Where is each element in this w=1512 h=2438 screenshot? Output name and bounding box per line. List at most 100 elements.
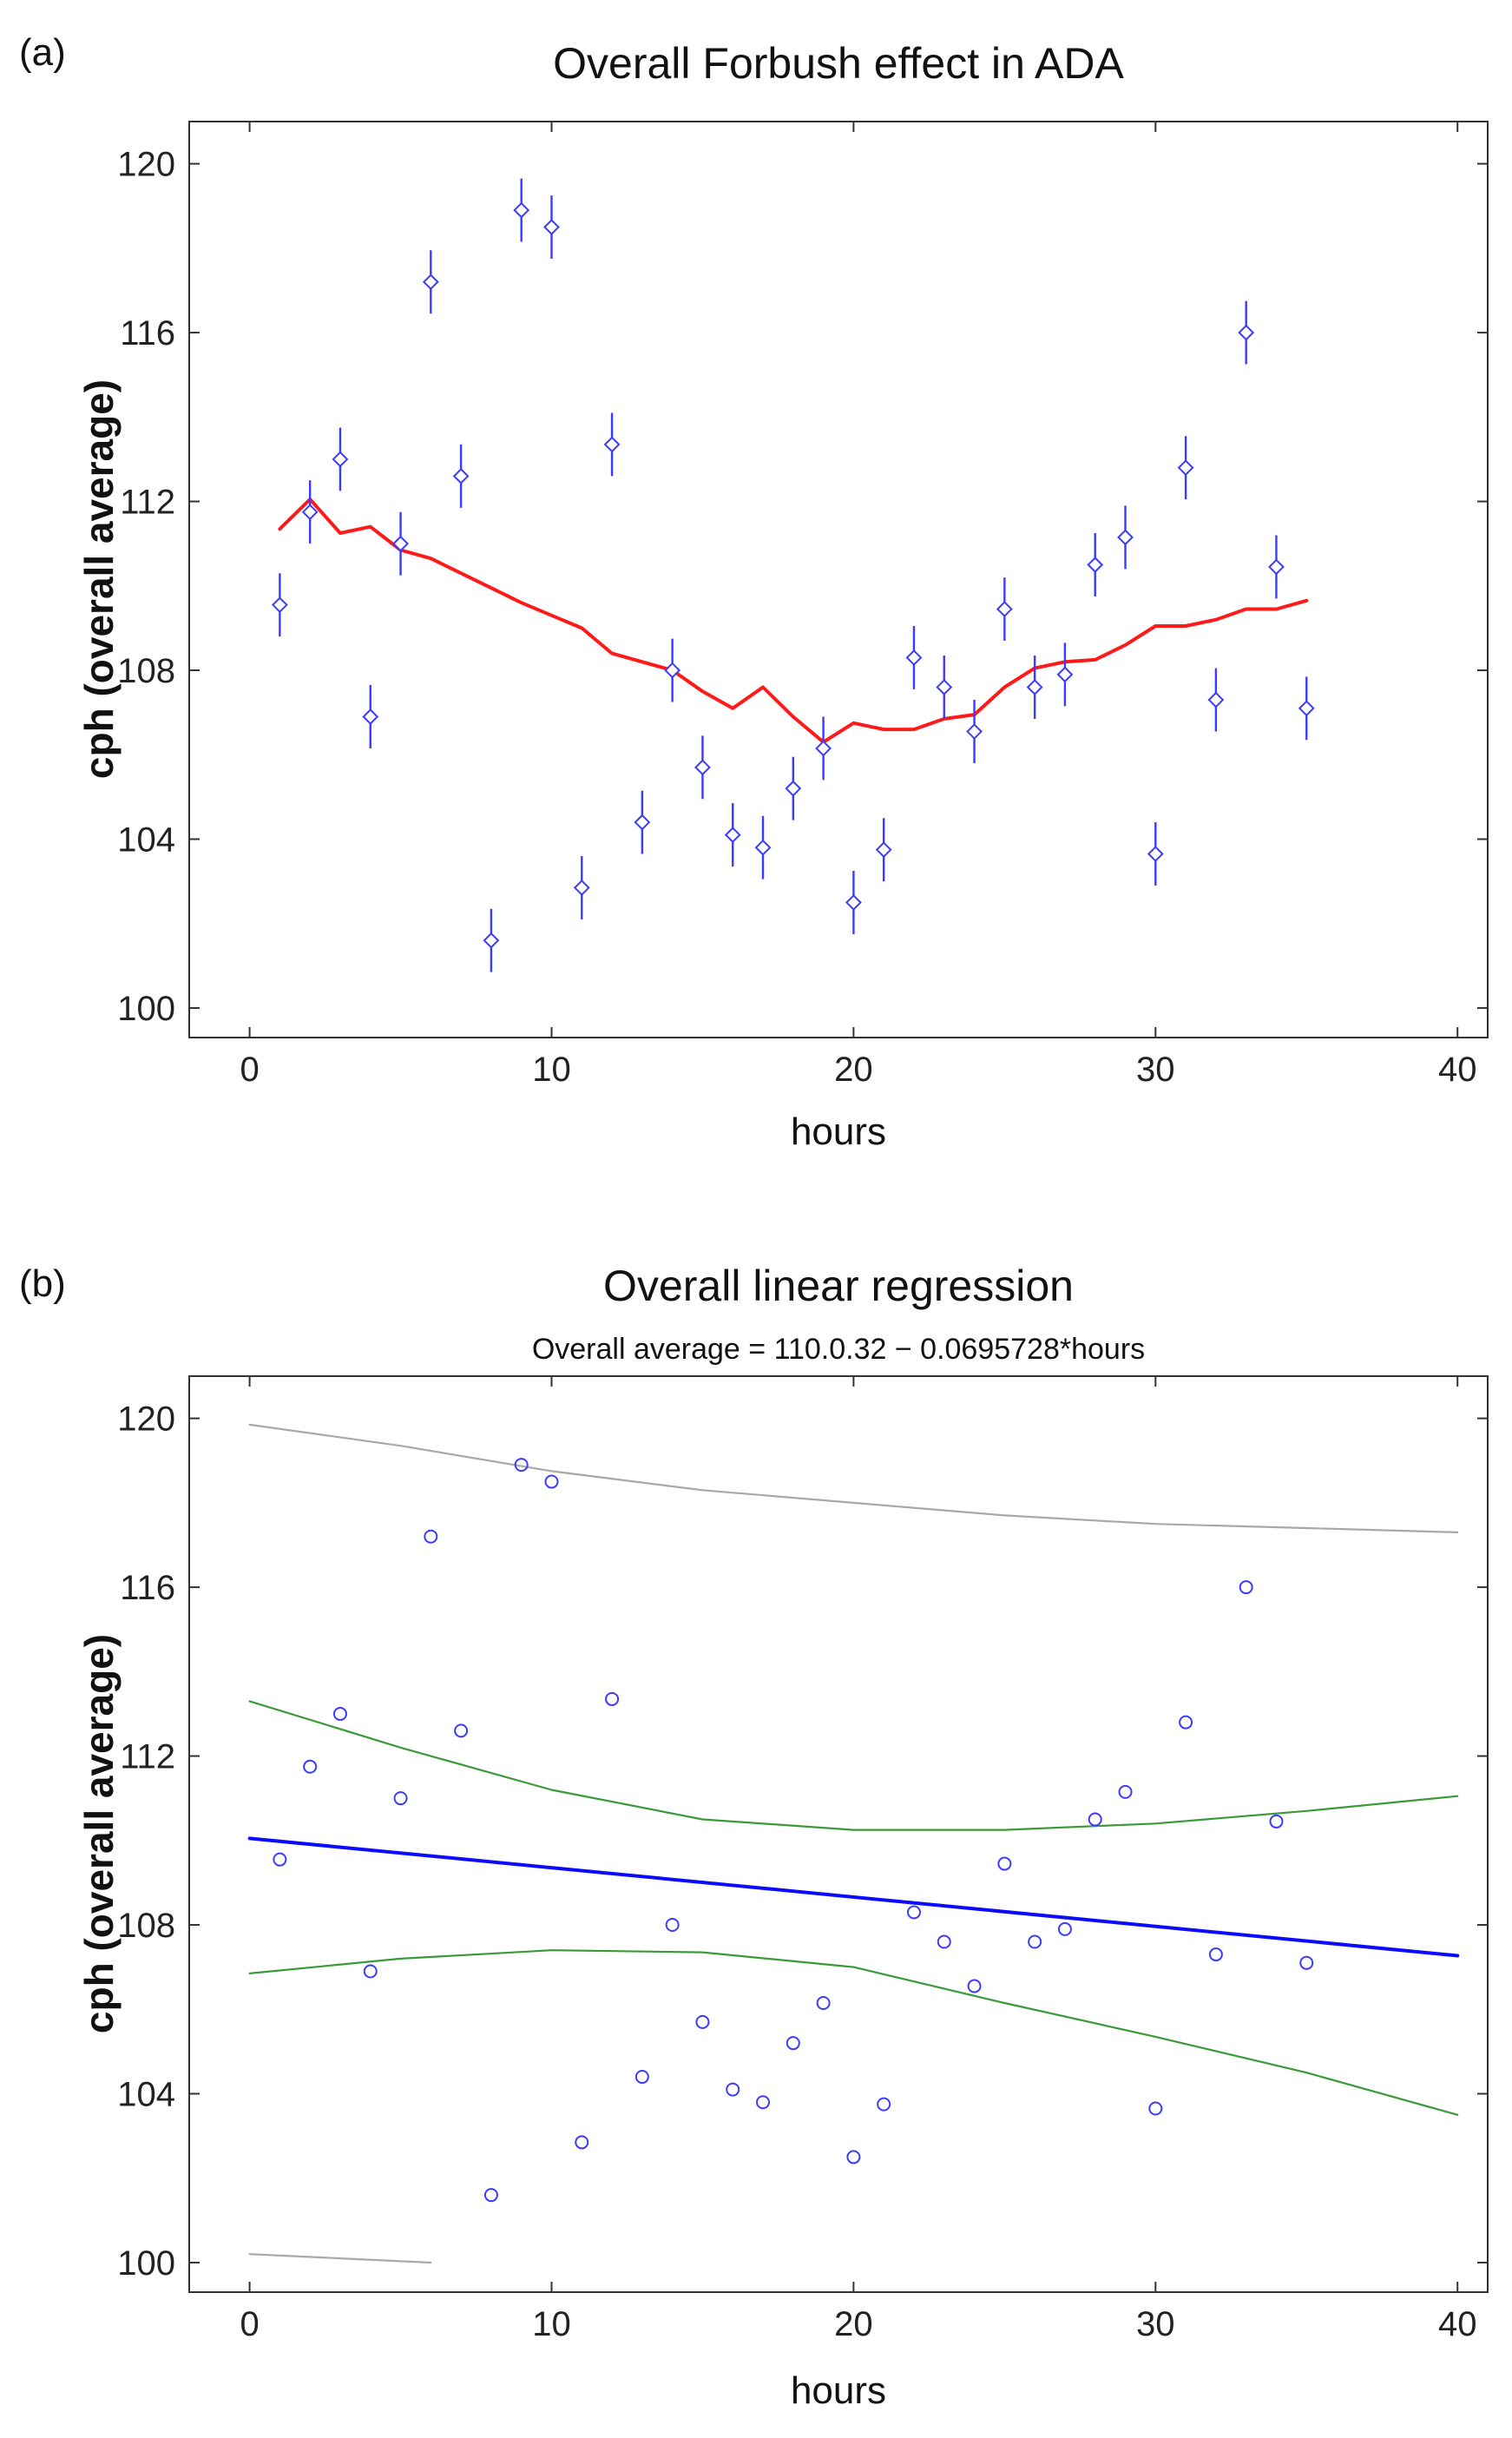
y-axis-label: cph (overall average) xyxy=(76,379,122,779)
data-point xyxy=(1088,1812,1102,1827)
data-point xyxy=(1028,1934,1042,1949)
panel-label: (a) xyxy=(19,31,66,74)
data-point xyxy=(875,841,892,859)
y-tick-label: 116 xyxy=(120,314,175,353)
x-tick-label: 0 xyxy=(240,1051,259,1089)
y-tick-label: 112 xyxy=(120,484,175,522)
data-point xyxy=(1239,1580,1253,1595)
data-point xyxy=(422,273,439,291)
data-point xyxy=(1057,1921,1072,1936)
data-point xyxy=(786,2036,800,2051)
data-point xyxy=(694,759,711,776)
x-axis-label: hours xyxy=(791,1110,886,1153)
data-point xyxy=(301,504,319,521)
data-point xyxy=(906,1905,921,1920)
data-point xyxy=(1208,1947,1223,1962)
data-point xyxy=(454,1723,469,1738)
data-point xyxy=(452,467,470,484)
data-point xyxy=(544,1474,559,1489)
chart-title: Overall Forbush effect in ADA xyxy=(553,39,1124,88)
x-tick-label: 30 xyxy=(1136,1051,1175,1089)
data-point xyxy=(543,219,560,235)
data-point xyxy=(756,2095,771,2110)
data-point xyxy=(1087,557,1104,573)
x-tick-label: 20 xyxy=(834,2305,873,2343)
y-tick-label: 108 xyxy=(117,652,175,690)
data-point xyxy=(877,2097,891,2112)
data-point xyxy=(1117,529,1134,546)
y-tick-label: 120 xyxy=(117,1400,175,1439)
data-point xyxy=(332,1706,347,1721)
data-point xyxy=(997,1856,1012,1871)
data-point xyxy=(1148,2101,1163,2116)
data-point xyxy=(392,535,409,552)
x-axis-label: hours xyxy=(791,2369,886,2412)
x-tick-label: 10 xyxy=(532,2305,571,2343)
data-point xyxy=(815,740,832,757)
data-point xyxy=(573,879,590,896)
series-line-regression-line xyxy=(247,1836,1460,1958)
series-line-lower-prediction-limit xyxy=(248,2253,432,2264)
data-point xyxy=(362,708,379,725)
data-point xyxy=(937,1934,951,1949)
data-point xyxy=(785,780,802,797)
y-tick-label: 112 xyxy=(120,1738,175,1776)
y-tick-label: 104 xyxy=(117,820,175,859)
chart-panel-b: (b) Overall linear regression Overall aver… xyxy=(19,1262,1489,2412)
data-point xyxy=(605,1691,620,1706)
y-tick-label: 116 xyxy=(120,1569,175,1607)
data-layer xyxy=(247,1423,1460,2264)
data-point xyxy=(726,2082,740,2097)
data-point xyxy=(634,814,651,831)
data-point xyxy=(483,2188,498,2203)
series-line-upper-confidence-limit xyxy=(248,1700,1459,1831)
series-line-upper-prediction-limit xyxy=(248,1423,1459,1534)
data-point xyxy=(846,2150,861,2165)
data-point xyxy=(271,596,288,614)
data-point xyxy=(513,201,530,219)
data-point xyxy=(905,649,923,666)
data-point xyxy=(514,1458,529,1473)
x-tick-label: 40 xyxy=(1438,1051,1477,1089)
data-point xyxy=(603,436,621,453)
data-point xyxy=(1269,1814,1284,1828)
data-point xyxy=(363,1964,378,1979)
data-point xyxy=(665,1918,680,1933)
data-point xyxy=(754,839,772,856)
y-tick-label: 108 xyxy=(117,1907,175,1945)
chart-subtitle: Overall average = 110.0.32 − 0.0695728*h… xyxy=(532,1333,1145,1366)
data-layer xyxy=(271,178,1315,972)
y-axis-label: cph (overall average) xyxy=(76,1634,122,2033)
data-point xyxy=(845,894,862,911)
y-tick-label: 120 xyxy=(117,146,175,184)
data-point xyxy=(1118,1784,1133,1799)
data-point xyxy=(967,1979,982,1993)
data-point xyxy=(1056,666,1074,683)
data-point xyxy=(1238,324,1255,341)
series-line-moving-average xyxy=(278,497,1309,744)
series-line-lower-confidence-limit xyxy=(248,1949,1459,2116)
data-point xyxy=(724,827,741,844)
data-point xyxy=(1299,1955,1314,1970)
plot-frame xyxy=(188,121,1489,1038)
y-tick-label: 100 xyxy=(117,990,175,1028)
data-point xyxy=(664,662,681,679)
data-point xyxy=(1207,691,1225,708)
data-point xyxy=(996,601,1013,617)
data-point xyxy=(1179,1715,1193,1730)
chart-panel-a: (a) Overall Forbush effect in ADA 0 10 20 30 4… xyxy=(19,31,1489,1153)
panel-label: (b) xyxy=(19,1262,66,1305)
data-point xyxy=(575,2135,589,2150)
data-point xyxy=(483,932,500,949)
x-tick-label: 20 xyxy=(834,1051,873,1089)
x-tick-label: 30 xyxy=(1136,2305,1175,2343)
data-point xyxy=(393,1791,408,1806)
data-point xyxy=(1268,558,1285,576)
data-point xyxy=(695,2014,710,2029)
y-tick-label: 100 xyxy=(117,2244,175,2283)
plot-frame xyxy=(188,1375,1489,2293)
data-point xyxy=(332,451,349,468)
data-point xyxy=(634,2070,649,2085)
data-point xyxy=(1177,459,1194,477)
